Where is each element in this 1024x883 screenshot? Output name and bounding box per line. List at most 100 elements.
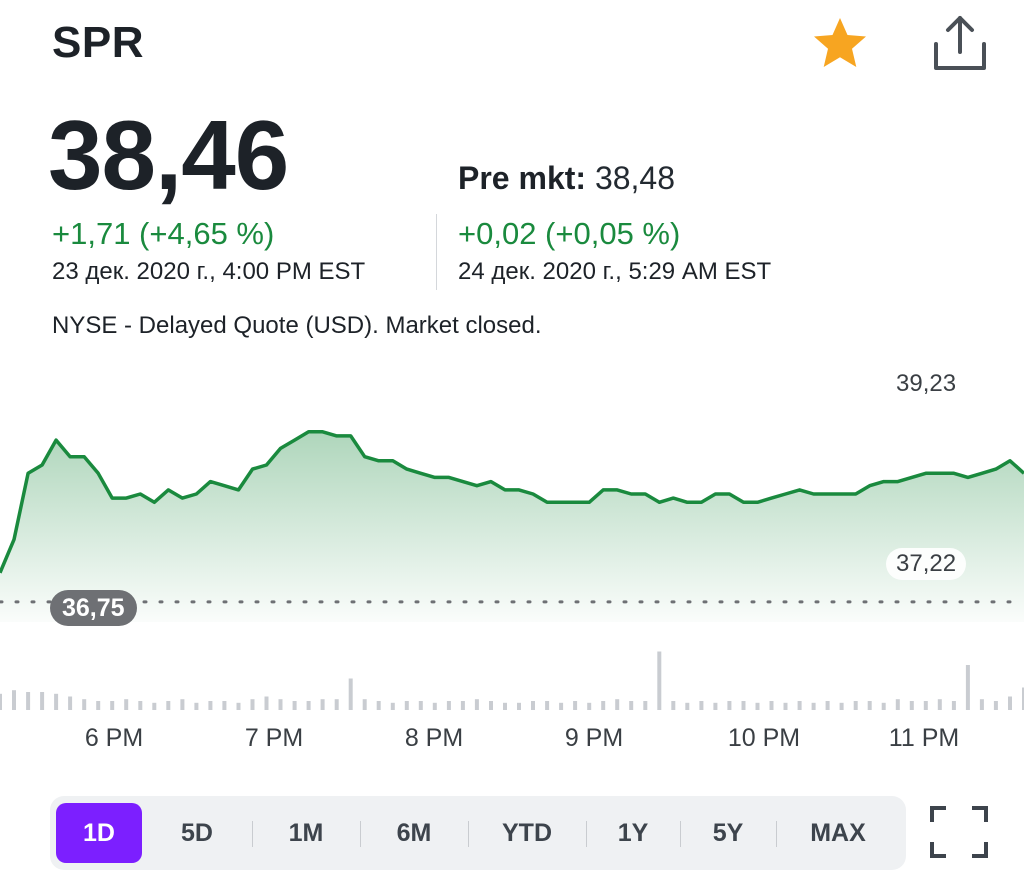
- volume-bar: [110, 701, 115, 710]
- ticker-symbol: SPR: [52, 18, 144, 67]
- volume-bar: [26, 692, 31, 710]
- premarket-price: 38,48: [594, 160, 676, 196]
- volume-bar: [418, 701, 423, 710]
- volume-bar: [306, 701, 311, 710]
- price-change: +1,71 (+4,65 %): [52, 216, 275, 251]
- share-icon: [934, 16, 986, 70]
- price-area: [0, 431, 1024, 622]
- volume-bar: [755, 702, 760, 710]
- volume-bar: [881, 702, 886, 710]
- volume-bar: [138, 701, 143, 710]
- x-tick-label: 10 PM: [727, 724, 801, 752]
- last-price: 38,46: [48, 100, 289, 210]
- volume-bar: [503, 702, 507, 710]
- volume-bar: [489, 701, 493, 710]
- volume-bar: [727, 701, 732, 710]
- volume-bar: [292, 701, 297, 710]
- volume-bar: [460, 701, 465, 710]
- volume-bar: [559, 702, 564, 710]
- x-tick-label: 11 PM: [888, 724, 960, 752]
- volume-bar: [194, 702, 199, 710]
- volume-bar: [685, 702, 690, 710]
- chart-high-label: 39,23: [886, 368, 967, 400]
- quote-divider: [436, 214, 437, 290]
- volume-bar: [12, 690, 16, 710]
- volume-bar: [264, 696, 269, 710]
- volume-bar: [180, 699, 185, 710]
- volume-bar: [124, 699, 129, 710]
- range-tab-1d[interactable]: 1D: [56, 803, 142, 863]
- volume-bar: [839, 702, 844, 710]
- volume-bar: [390, 702, 395, 710]
- volume-bar: [769, 701, 774, 710]
- volume-bar: [545, 701, 550, 710]
- volume-bar: [166, 701, 171, 710]
- premarket-title: Pre mkt:: [458, 160, 587, 196]
- volume-bar: [54, 693, 59, 710]
- volume-bar: [741, 701, 746, 710]
- volume-bar: [993, 701, 998, 710]
- volume-bar: [951, 701, 956, 710]
- volume-bar: [895, 699, 900, 710]
- volume-bars: [0, 651, 1024, 710]
- range-tab-5d[interactable]: 5D: [181, 818, 213, 847]
- fullscreen-icon: [930, 806, 988, 858]
- volume-bar: [573, 701, 578, 710]
- x-tick-label: 7 PM: [244, 724, 304, 752]
- volume-bar: [208, 701, 213, 710]
- range-tab-1m[interactable]: 1M: [252, 803, 360, 863]
- volume-bar: [348, 678, 353, 710]
- volume-bar: [643, 701, 648, 710]
- share-button[interactable]: [928, 12, 992, 76]
- volume-bar: [783, 702, 788, 710]
- volume-bar: [446, 701, 451, 710]
- premarket-timestamp: 24 дек. 2020 г., 5:29 AM EST: [458, 258, 772, 285]
- volume-bar: [699, 701, 704, 710]
- volume-bar: [82, 699, 87, 710]
- volume-bar: [320, 699, 325, 710]
- volume-bar: [713, 702, 718, 710]
- volume-bar: [1022, 687, 1024, 710]
- volume-bar: [278, 699, 283, 710]
- volume-bar: [531, 701, 535, 710]
- volume-bar: [811, 702, 816, 710]
- volume-bar: [432, 702, 437, 710]
- volume-bar: [671, 701, 676, 710]
- range-tab-5y[interactable]: 5Y: [680, 803, 776, 863]
- volume-bar: [909, 701, 914, 710]
- volume-bar: [825, 701, 830, 710]
- x-tick-label: 8 PM: [404, 724, 464, 752]
- chart-low-label: 37,22: [886, 548, 967, 580]
- volume-bar: [517, 702, 521, 710]
- range-tab-max[interactable]: MAX: [776, 803, 900, 863]
- volume-bar: [1008, 696, 1012, 710]
- fullscreen-button[interactable]: [928, 804, 990, 860]
- premarket-change: +0,02 (+0,05 %): [458, 216, 681, 251]
- range-selector: 1D 5D 1M 6M YTD 1Y 5Y MAX: [50, 796, 906, 870]
- volume-bar: [250, 699, 255, 710]
- volume-bar: [152, 702, 157, 710]
- x-tick-label: 9 PM: [564, 724, 624, 752]
- range-tab-1y[interactable]: 1Y: [586, 803, 680, 863]
- watchlist-star-button[interactable]: [808, 12, 872, 76]
- volume-bar: [937, 699, 942, 710]
- volume-bar: [40, 692, 45, 710]
- market-status-note: NYSE - Delayed Quote (USD). Market close…: [52, 312, 542, 339]
- volume-bar: [334, 699, 339, 710]
- price-line: [0, 430, 1024, 574]
- volume-bar: [923, 701, 928, 710]
- x-tick-label: 6 PM: [84, 724, 144, 752]
- volume-bar: [362, 699, 367, 710]
- close-timestamp: 23 дек. 2020 г., 4:00 PM EST: [52, 258, 366, 285]
- volume-bar: [965, 665, 970, 710]
- volume-bar: [96, 701, 101, 710]
- price-chart[interactable]: [0, 360, 1024, 780]
- volume-bar: [236, 702, 241, 710]
- volume-bar: [867, 701, 872, 710]
- volume-bar: [222, 701, 227, 710]
- range-tab-6m[interactable]: 6M: [360, 803, 468, 863]
- volume-bar: [404, 701, 409, 710]
- volume-bar: [376, 701, 381, 710]
- range-tab-ytd[interactable]: YTD: [468, 803, 586, 863]
- volume-bar: [474, 699, 479, 710]
